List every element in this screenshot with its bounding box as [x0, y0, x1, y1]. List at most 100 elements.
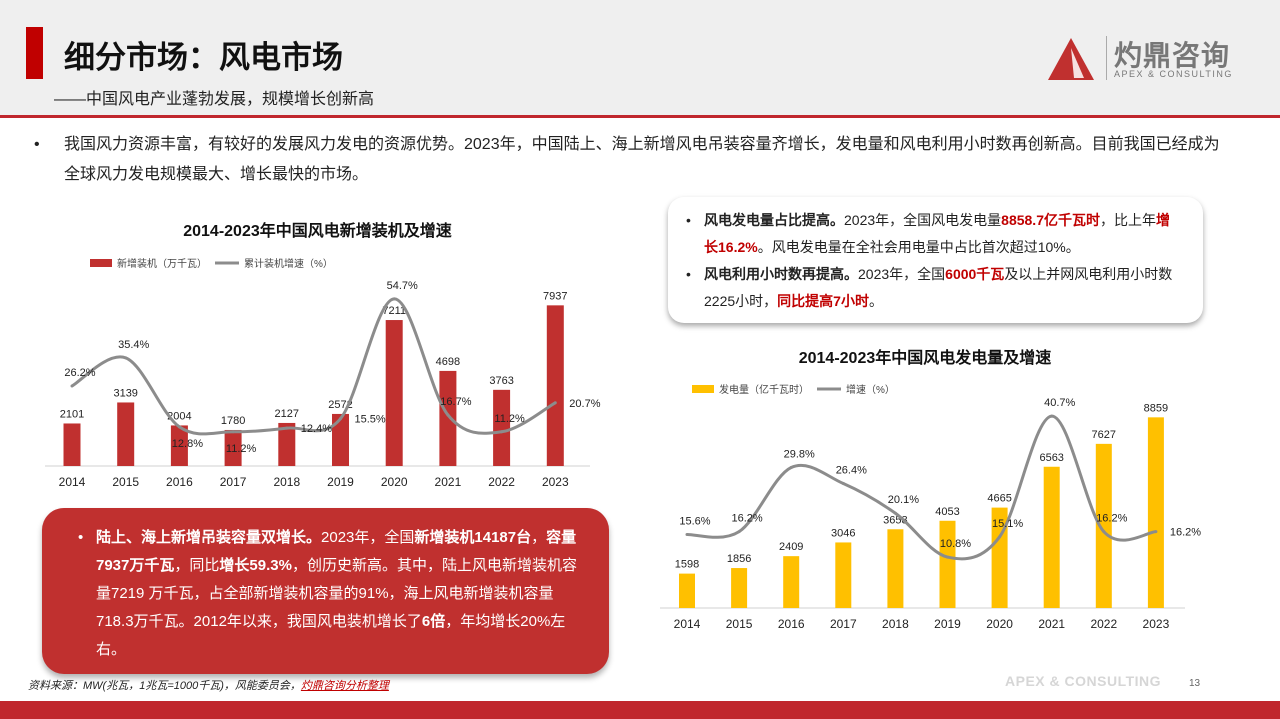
x-tick-label: 2015	[726, 617, 753, 631]
callout-highlight: 8858.7亿千瓦时	[1001, 212, 1100, 228]
line-point-2021	[1050, 414, 1054, 418]
x-tick-label: 2020	[986, 617, 1013, 631]
line-point-2020	[998, 535, 1002, 539]
bar-2015	[117, 402, 135, 466]
page-number: 13	[1189, 678, 1201, 689]
line-label: 16.2%	[1170, 527, 1201, 539]
chart1-title: 2014-2023年中国风电新增装机及增速	[183, 223, 452, 240]
bar-2021	[439, 370, 457, 466]
callout-highlight: 6000千瓦	[945, 266, 1005, 282]
bullet-dot: •	[34, 136, 40, 153]
x-tick-label: 2020	[381, 475, 408, 489]
line-point-2019	[946, 555, 949, 559]
callout-bullet-2: • 风电利用小时数再提高。2023年，全国6000千瓦及以上并网风电利用小时数22…	[686, 266, 1173, 309]
x-tick-label: 2021	[1038, 617, 1065, 631]
line-point-2021	[446, 413, 450, 417]
chart1-installed-capacity: 新增装机（万千瓦） 累计装机增速（%）2101201431392015200420…	[45, 257, 601, 489]
redbox-text: ，	[531, 529, 547, 546]
line-point-2014	[70, 384, 74, 388]
bar-2017	[224, 429, 242, 466]
source-link[interactable]: 灼鼎咨询分析整理	[300, 680, 389, 692]
x-tick-label: 2023	[542, 475, 569, 489]
line-point-2019	[339, 417, 342, 421]
line-point-2023	[553, 401, 557, 405]
line-label: 12.8%	[172, 438, 203, 450]
line-label: 20.1%	[888, 494, 919, 506]
line-point-2017	[841, 482, 845, 486]
legend-bar-swatch	[692, 385, 714, 393]
x-tick-label: 2021	[435, 475, 462, 489]
bar-2016	[170, 425, 188, 466]
line-label: 15.1%	[992, 518, 1023, 530]
line-point-2016	[177, 425, 181, 429]
bar-label: 1780	[221, 415, 245, 427]
line-point-2018	[893, 511, 897, 515]
redbox-text: ，同比	[174, 557, 220, 574]
bar-label: 1856	[727, 553, 751, 565]
redbox-text: ，创历史新高。其中，陆上风电新增装机容量7219 万千瓦，占全部新增装机容量的9…	[96, 557, 577, 630]
callout-text: 。	[868, 293, 883, 309]
legend-line-label: 累计装机增速（%）	[244, 257, 333, 270]
legend-bar-label: 发电量（亿千瓦时）	[719, 383, 809, 396]
x-tick-label: 2014	[674, 617, 701, 631]
line-point-2022	[1102, 530, 1106, 534]
bar-label: 3763	[489, 375, 513, 387]
line-label: 54.7%	[387, 280, 418, 292]
legend-bar-label: 新增装机（万千瓦）	[117, 257, 207, 270]
intro-bullet: • 我国风力资源丰富，有较好的发展风力发电的资源优势。2023年，中国陆上、海上…	[34, 130, 1234, 190]
title-accent-bar	[26, 27, 43, 79]
callout-highlight: 同比提高7小时	[777, 293, 869, 309]
bar-2021	[1043, 466, 1060, 608]
bar-label: 6563	[1039, 452, 1063, 464]
bar-2022	[1095, 443, 1112, 608]
watermark: APEX & CONSULTING	[1005, 673, 1162, 689]
x-tick-label: 2018	[882, 617, 909, 631]
generation-callout: • 风电发电量占比提高。2023年，全国风电发电量8858.7亿千瓦时，比上年增长…	[668, 197, 1203, 323]
line-point-2016	[789, 466, 793, 470]
redbox-bold: 陆上、海上新增吊装容量双增长。	[96, 529, 322, 546]
callout-bullet-1: • 风电发电量占比提高。2023年，全国风电发电量8858.7亿千瓦时，比上年增长…	[686, 212, 1170, 255]
bar-label: 4665	[987, 493, 1011, 505]
callout-text: 。风电发电量在全社会用电量中占比首次超过10%。	[757, 239, 1080, 255]
bar-2015	[731, 568, 748, 608]
x-tick-label: 2022	[488, 475, 515, 489]
line-label: 11.2%	[494, 413, 525, 425]
bar-label: 2127	[275, 408, 299, 420]
line-point-2022	[500, 430, 504, 434]
footer-bar	[0, 701, 1280, 719]
redbox-text: ，年均增长20%左右。	[96, 613, 566, 658]
line-label: 16.2%	[1096, 513, 1127, 525]
bar-2014	[63, 423, 81, 466]
bar-2017	[835, 542, 852, 608]
legend-bar-swatch	[90, 259, 112, 267]
line-label: 26.2%	[64, 367, 95, 379]
bar-2014	[679, 573, 695, 608]
line-label: 35.4%	[118, 339, 149, 351]
line-point-2014	[685, 532, 689, 536]
line-label: 29.8%	[784, 449, 815, 461]
growth-line	[686, 414, 1157, 561]
line-label: 40.7%	[1044, 397, 1075, 409]
redbox-bullet: • 陆上、海上新增吊装容量双增长。2023年，全国新增装机14187台，容量793…	[78, 529, 577, 658]
bar-label: 8859	[1144, 402, 1168, 414]
x-tick-label: 2018	[273, 475, 300, 489]
bar-2023	[546, 305, 564, 466]
logo: 灼鼎咨询 APEX & CONSULTING	[1046, 34, 1246, 84]
x-tick-label: 2017	[830, 617, 857, 631]
logo-separator	[1106, 36, 1107, 80]
bar-2019	[332, 413, 349, 466]
redbox-bold: 容量7937万千瓦	[96, 529, 577, 574]
line-point-2015	[737, 530, 741, 534]
bar-label: 2101	[60, 408, 84, 420]
callout-text: 2023年，全国	[858, 266, 946, 282]
page-title: 细分市场：风电市场	[64, 40, 343, 75]
line-point-2018	[285, 426, 289, 430]
header-divider	[0, 115, 1280, 118]
bar-2018	[278, 422, 296, 466]
line-point-2020	[392, 297, 396, 301]
bar-label: 4053	[935, 506, 959, 518]
callout-bold: 风电发电量占比提高。	[704, 212, 844, 228]
bar-label: 7627	[1092, 429, 1116, 441]
bar-2019	[939, 520, 956, 608]
x-tick-label: 2014	[59, 475, 86, 489]
